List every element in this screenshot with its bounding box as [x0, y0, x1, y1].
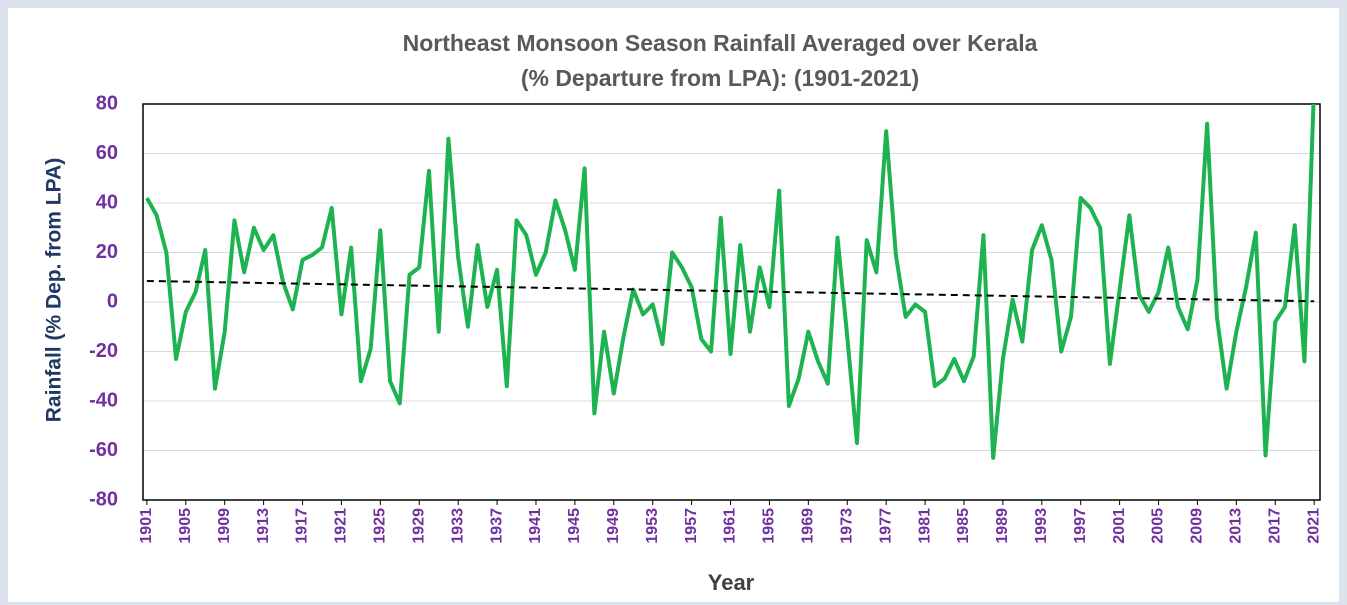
x-tick-label: 2021 [1305, 508, 1322, 544]
y-tick-label: 0 [107, 290, 118, 312]
x-tick-label: 1929 [410, 508, 427, 544]
x-tick-label: 2005 [1150, 508, 1167, 544]
x-tick-label: 1977 [877, 508, 894, 544]
x-tick-label: 1933 [449, 508, 466, 544]
x-tick-label: 1913 [255, 508, 272, 544]
chart-subtitle: (% Departure from LPA): (1901-2021) [521, 65, 919, 91]
y-tick-label: 40 [96, 191, 118, 213]
y-tick-label: -80 [89, 488, 118, 510]
x-tick-label: 2009 [1189, 508, 1206, 544]
y-axis-label: Rainfall (% Dep. from LPA) [43, 158, 66, 422]
x-tick-label: 1985 [955, 508, 972, 544]
y-tick-label: -40 [89, 389, 118, 411]
data-line [145, 104, 1316, 460]
x-tick-label: 1945 [566, 508, 583, 544]
x-tick-label: 1905 [177, 508, 194, 544]
y-tick-label: 20 [96, 241, 118, 263]
x-tick-label: 2017 [1266, 508, 1283, 544]
x-tick-label: 1969 [800, 508, 817, 544]
x-tick-label: 1989 [994, 508, 1011, 544]
x-tick-label: 1949 [605, 508, 622, 544]
x-tick-label: 1953 [644, 508, 661, 544]
x-tick-label: 1957 [683, 508, 700, 544]
x-tick-label: 1901 [138, 508, 155, 544]
x-tick-label: 1961 [722, 508, 739, 544]
y-tick-label: -20 [89, 340, 118, 362]
x-tick-label: 1973 [838, 508, 855, 544]
x-axis-label: Year [708, 570, 755, 595]
x-tick-label: 1925 [372, 508, 389, 544]
plot-area [145, 104, 1316, 460]
x-tick-label: 1937 [488, 508, 505, 544]
y-tick-label: 80 [96, 92, 118, 114]
x-tick-label: 1921 [333, 508, 350, 544]
x-tick-label: 1965 [761, 508, 778, 544]
x-tick-label: 1909 [216, 508, 233, 544]
y-tick-label: -60 [89, 439, 118, 461]
x-tick-label: 2001 [1111, 508, 1128, 544]
x-tick-label: 1917 [294, 508, 311, 544]
y-tick-label: 60 [96, 142, 118, 164]
x-tick-label: 1981 [916, 508, 933, 544]
x-tick-label: 1941 [527, 508, 544, 544]
plot-border [142, 103, 1321, 501]
chart-title: Northeast Monsoon Season Rainfall Averag… [403, 30, 1038, 56]
x-tick-label: 1997 [1072, 508, 1089, 544]
trend-line [146, 279, 1315, 303]
x-tick-label: 2013 [1228, 508, 1245, 544]
x-tick-label: 1993 [1033, 508, 1050, 544]
